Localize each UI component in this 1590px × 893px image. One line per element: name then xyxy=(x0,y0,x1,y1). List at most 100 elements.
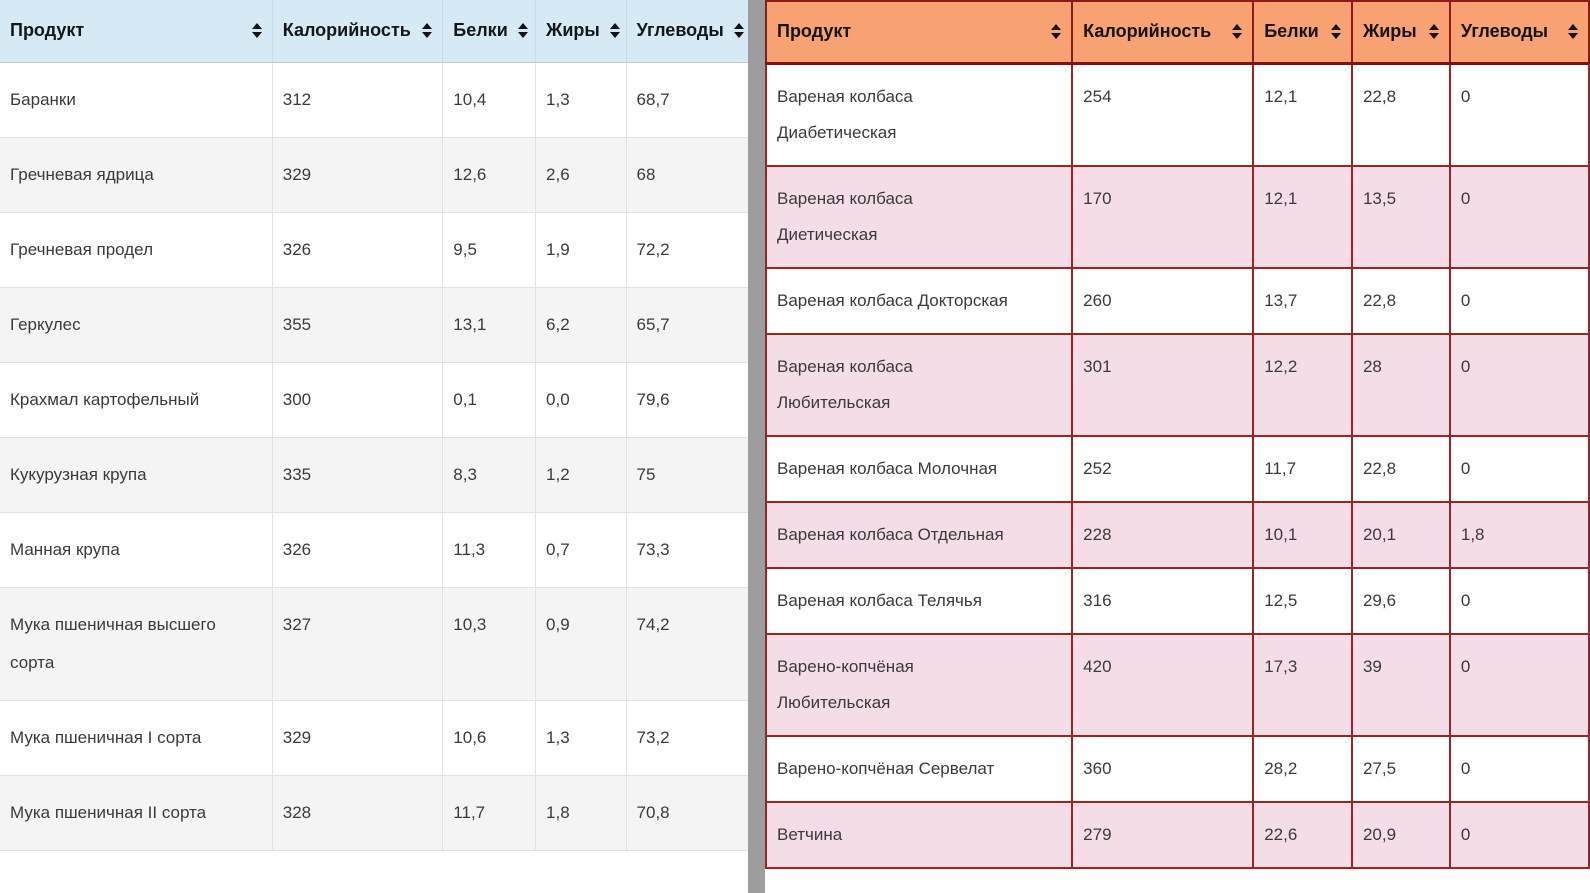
fat-cell: 29,6 xyxy=(1350,566,1451,635)
fat-cell: 28 xyxy=(1350,332,1451,437)
table-divider xyxy=(748,0,765,893)
calories-cell: 326 xyxy=(271,211,444,288)
column-header-label: Белки xyxy=(1264,21,1319,42)
protein-cell: 12,1 xyxy=(1252,164,1353,269)
table-row: Вареная колбаса Отдельная 228 10,1 20,1 1,8 xyxy=(764,500,1590,569)
column-header-label: Углеводы xyxy=(636,20,724,41)
fat-cell: 1,3 xyxy=(535,61,627,138)
calories-cell: 420 xyxy=(1071,632,1255,737)
fat-cell: 0,9 xyxy=(535,586,627,701)
product-cell: Мука пшеничная высшего сорта xyxy=(0,586,273,701)
table-row: Варено-копчёная Любительская 420 17,3 39 0 xyxy=(764,632,1590,737)
cereals-table-body: Баранки 312 10,4 1,3 68,7 Гречневая ядрица 329… xyxy=(0,61,748,851)
product-cell: Вареная колбаса Молочная xyxy=(764,434,1074,503)
carbs-cell: 70,8 xyxy=(625,774,748,851)
carbs-cell: 73,3 xyxy=(625,511,748,588)
carbs-cell: 0 xyxy=(1448,62,1590,167)
table-row: Вареная колбаса Диабетическая 254 12,1 22,8… xyxy=(764,62,1590,167)
product-cell: Вареная колбаса Диабетическая xyxy=(764,62,1074,167)
product-cell: Вареная колбаса Отдельная xyxy=(764,500,1074,569)
product-cell: Гречневая продел xyxy=(0,211,273,288)
column-header-calories[interactable]: Калорийность xyxy=(271,0,443,63)
calories-cell: 326 xyxy=(271,511,444,588)
carbs-cell: 75 xyxy=(625,436,748,513)
calories-cell: 279 xyxy=(1071,800,1255,869)
fat-cell: 22,8 xyxy=(1350,434,1451,503)
cereals-nutrition-table: Продукт Калорийность Белки xyxy=(0,0,748,851)
column-header-product[interactable]: Продукт xyxy=(764,0,1074,65)
carbs-cell: 0 xyxy=(1448,800,1590,869)
calories-cell: 316 xyxy=(1071,566,1255,635)
fat-cell: 6,2 xyxy=(535,286,627,363)
protein-cell: 12,6 xyxy=(442,136,537,213)
product-cell: Кукурузная крупа xyxy=(0,436,273,513)
protein-cell: 22,6 xyxy=(1252,800,1353,869)
sort-icon[interactable] xyxy=(1051,24,1062,40)
protein-cell: 8,3 xyxy=(442,436,537,513)
column-header-carbs[interactable]: Углеводы xyxy=(625,0,748,63)
fat-cell: 1,2 xyxy=(535,436,627,513)
sort-icon[interactable] xyxy=(422,23,433,39)
protein-cell: 11,7 xyxy=(442,774,537,851)
column-header-carbs[interactable]: Углеводы xyxy=(1448,0,1590,65)
calories-cell: 328 xyxy=(271,774,444,851)
protein-cell: 9,5 xyxy=(442,211,537,288)
product-cell: Манная крупа xyxy=(0,511,273,588)
product-cell: Мука пшеничная II сорта xyxy=(0,774,273,851)
column-header-fat[interactable]: Жиры xyxy=(535,0,627,63)
table-row: Баранки 312 10,4 1,3 68,7 xyxy=(0,61,748,138)
cereals-table-header: Продукт Калорийность Белки xyxy=(0,0,748,63)
sort-icon[interactable] xyxy=(1330,24,1341,40)
product-cell: Варено-копчёная Любительская xyxy=(764,632,1074,737)
protein-cell: 12,2 xyxy=(1252,332,1353,437)
column-header-label: Жиры xyxy=(546,20,600,41)
protein-cell: 10,1 xyxy=(1252,500,1353,569)
sort-icon[interactable] xyxy=(1568,24,1578,40)
sort-icon[interactable] xyxy=(517,23,528,39)
column-header-protein[interactable]: Белки xyxy=(442,0,536,63)
product-cell: Ветчина xyxy=(764,800,1074,869)
sausages-table-header: Продукт Калорийность Белки xyxy=(764,0,1590,65)
fat-cell: 0,0 xyxy=(535,361,627,438)
column-header-fat[interactable]: Жиры xyxy=(1350,0,1451,65)
product-cell: Мука пшеничная I сорта xyxy=(0,699,273,776)
column-header-label: Продукт xyxy=(777,21,852,42)
column-header-product[interactable]: Продукт xyxy=(0,0,273,63)
sort-icon[interactable] xyxy=(609,23,620,39)
calories-cell: 228 xyxy=(1071,500,1255,569)
sort-icon[interactable] xyxy=(733,23,744,39)
protein-cell: 11,7 xyxy=(1252,434,1353,503)
table-row: Мука пшеничная II сорта 328 11,7 1,8 70,8 xyxy=(0,774,748,851)
carbs-cell: 74,2 xyxy=(625,586,748,701)
fat-cell: 1,3 xyxy=(535,699,627,776)
protein-cell: 13,1 xyxy=(442,286,537,363)
fat-cell: 2,6 xyxy=(535,136,627,213)
carbs-cell: 68 xyxy=(625,136,748,213)
sort-icon[interactable] xyxy=(1232,24,1243,40)
column-header-protein[interactable]: Белки xyxy=(1252,0,1353,65)
fat-cell: 20,1 xyxy=(1350,500,1451,569)
sort-icon[interactable] xyxy=(1428,24,1439,40)
fat-cell: 39 xyxy=(1350,632,1451,737)
protein-cell: 10,3 xyxy=(442,586,537,701)
carbs-cell: 0 xyxy=(1448,632,1590,737)
calories-cell: 329 xyxy=(271,699,444,776)
protein-cell: 12,1 xyxy=(1252,62,1353,167)
carbs-cell: 73,2 xyxy=(625,699,748,776)
column-header-label: Углеводы xyxy=(1460,21,1549,42)
carbs-cell: 1,8 xyxy=(1448,500,1590,569)
carbs-cell: 0 xyxy=(1448,164,1590,269)
calories-cell: 260 xyxy=(1071,266,1255,335)
protein-cell: 13,7 xyxy=(1252,266,1353,335)
calories-cell: 254 xyxy=(1071,62,1255,167)
product-cell: Баранки xyxy=(0,61,273,138)
calories-cell: 170 xyxy=(1071,164,1255,269)
table-row: Вареная колбаса Телячья 316 12,5 29,6 0 xyxy=(764,566,1590,635)
column-header-calories[interactable]: Калорийность xyxy=(1071,0,1255,65)
column-header-label: Продукт xyxy=(10,20,85,41)
sort-icon[interactable] xyxy=(251,23,262,39)
protein-cell: 10,6 xyxy=(442,699,537,776)
column-header-label: Жиры xyxy=(1362,21,1417,42)
calories-cell: 335 xyxy=(271,436,444,513)
table-row: Вареная колбаса Любительская 301 12,2 28 0 xyxy=(764,332,1590,437)
